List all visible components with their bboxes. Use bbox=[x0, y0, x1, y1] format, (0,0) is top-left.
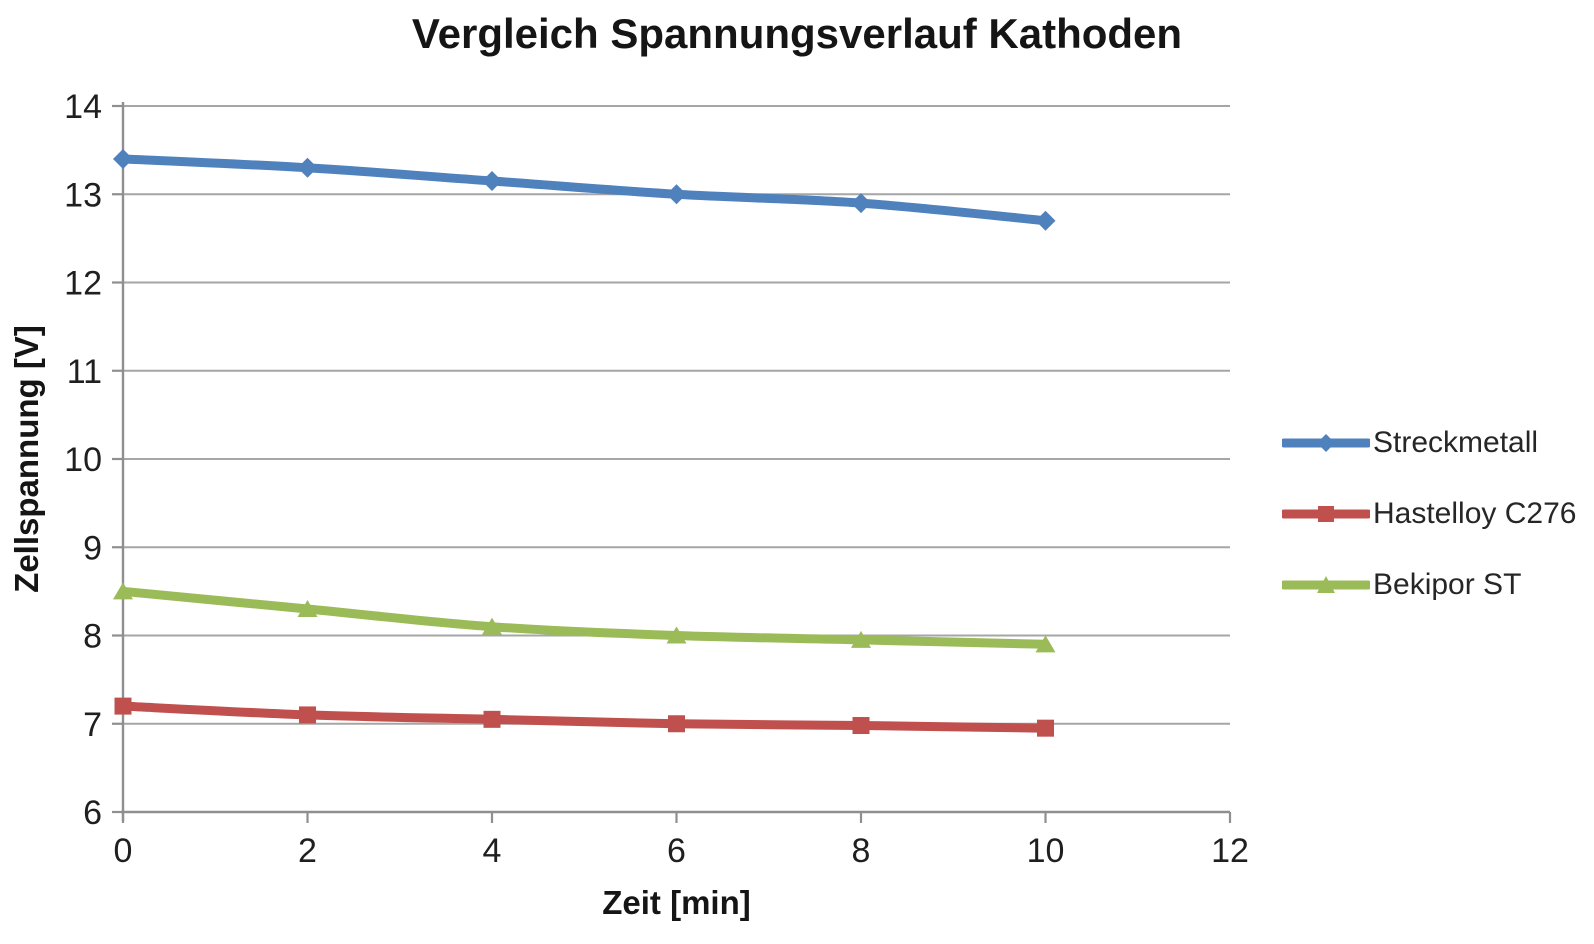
marker-diamond-streckmetall bbox=[666, 184, 687, 205]
marker-square-hastelloy-c276 bbox=[1037, 719, 1054, 737]
marker-square-hastelloy-c276 bbox=[114, 697, 132, 715]
y-tick-label: 12 bbox=[64, 265, 102, 303]
legend-label-bekipor-st: Bekipor ST bbox=[1373, 568, 1522, 601]
series-line-bekipor-st bbox=[118, 586, 1050, 649]
y-tick-label: 13 bbox=[64, 176, 102, 214]
legend-marker-diamond-streckmetall bbox=[1317, 434, 1335, 452]
marker-triangle-bekipor-st bbox=[297, 600, 318, 618]
y-tick-label: 10 bbox=[64, 441, 102, 479]
y-tick-label: 7 bbox=[83, 706, 102, 744]
marker-triangle-bekipor-st bbox=[1035, 635, 1056, 653]
legend-key-streckmetall bbox=[1282, 434, 1370, 452]
x-tick-label: 6 bbox=[667, 832, 686, 870]
x-tick-label: 0 bbox=[114, 832, 133, 870]
series-line-streckmetall bbox=[118, 154, 1050, 226]
legend-marker-square-hastelloy-c276 bbox=[1318, 506, 1334, 522]
legend-marker-triangle-bekipor-st bbox=[1317, 576, 1335, 593]
x-axis-title: Zeit [min] bbox=[602, 884, 751, 921]
marker-triangle-bekipor-st bbox=[482, 617, 502, 635]
legend: Streckmetall Hastelloy C276 Bekipor ST bbox=[1282, 428, 1582, 600]
marker-square-hastelloy-c276 bbox=[483, 710, 501, 728]
x-tick-label: 2 bbox=[298, 832, 317, 870]
y-tick-label: 11 bbox=[67, 353, 102, 391]
y-tick-label: 14 bbox=[64, 88, 102, 126]
legend-item-bekipor-st: Bekipor ST bbox=[1282, 570, 1582, 600]
x-tick-label: 12 bbox=[1211, 832, 1249, 870]
x-tick-label: 10 bbox=[1027, 832, 1065, 870]
x-tick-label: 4 bbox=[483, 832, 502, 870]
marker-square-hastelloy-c276 bbox=[299, 706, 316, 724]
legend-key-hastelloy-c276 bbox=[1282, 506, 1370, 522]
legend-item-hastelloy-c276: Hastelloy C276 bbox=[1282, 499, 1582, 529]
y-tick-label: 6 bbox=[83, 794, 102, 832]
marker-diamond-streckmetall bbox=[482, 171, 502, 192]
marker-square-hastelloy-c276 bbox=[668, 715, 685, 733]
legend-item-streckmetall: Streckmetall bbox=[1282, 428, 1582, 458]
marker-diamond-streckmetall bbox=[297, 157, 318, 178]
legend-label-streckmetall: Streckmetall bbox=[1373, 426, 1539, 459]
marker-triangle-bekipor-st bbox=[851, 630, 871, 648]
y-tick-label: 9 bbox=[83, 529, 102, 567]
marker-diamond-streckmetall bbox=[851, 193, 871, 214]
chart-title: Vergleich Spannungsverlauf Kathoden bbox=[411, 10, 1183, 57]
marker-square-hastelloy-c276 bbox=[852, 717, 870, 735]
series-line-hastelloy-c276 bbox=[118, 701, 1050, 733]
legend-key-bekipor-st bbox=[1282, 576, 1370, 593]
marker-diamond-streckmetall bbox=[1035, 210, 1056, 231]
marker-triangle-bekipor-st bbox=[666, 626, 687, 644]
legend-label-hastelloy-c276: Hastelloy C276 bbox=[1373, 497, 1577, 530]
marker-triangle-bekipor-st bbox=[113, 582, 133, 600]
marker-diamond-streckmetall bbox=[113, 148, 133, 169]
y-tick-label: 8 bbox=[83, 618, 102, 656]
x-tick-label: 8 bbox=[852, 832, 871, 870]
